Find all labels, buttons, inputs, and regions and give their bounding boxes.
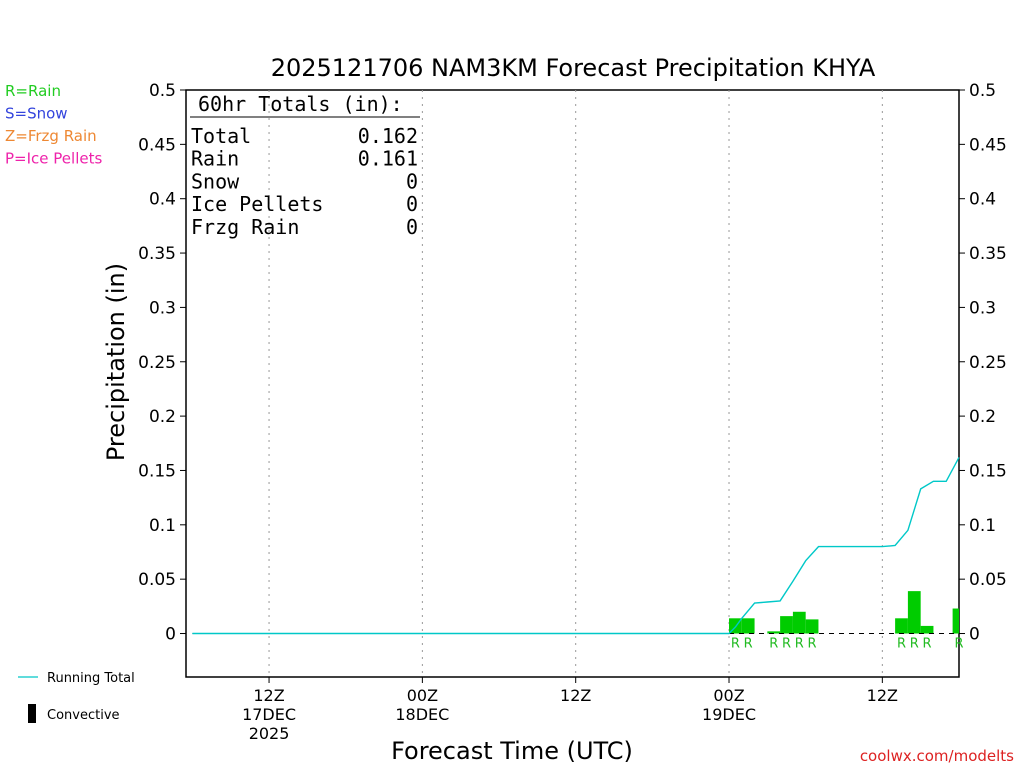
rain-bar [952, 608, 959, 634]
rain-bar [792, 611, 806, 634]
chart-title: 2025121706 NAM3KM Forecast Precipitation… [271, 54, 876, 82]
x-tick-label: 12Z [560, 686, 591, 705]
rain-bar [920, 625, 934, 634]
y-tick-label-left: 0.2 [149, 407, 176, 427]
watermark: coolwx.com/modelts [860, 747, 1014, 765]
x-tick-label: 00Z [713, 686, 744, 705]
y-tick-label-right: 0.15 [969, 461, 1007, 481]
y-tick-label-right: 0 [969, 625, 980, 645]
ptype-bar-label: R [731, 637, 740, 652]
y-tick-label-left: 0.05 [138, 570, 176, 590]
y-tick-label-left: 0.15 [138, 461, 176, 481]
ptype-bar-label: R [897, 637, 906, 652]
y-tick-label-right: 0.45 [969, 135, 1007, 155]
y-tick-label-left: 0.3 [149, 298, 176, 318]
ptype-bar-label: R [744, 637, 753, 652]
ptype-legend-item: P=Ice Pellets [5, 150, 102, 168]
x-tick-label: 12Z [253, 686, 284, 705]
y-tick-label-right: 0.2 [969, 407, 996, 427]
ptype-bar-label: R [782, 637, 791, 652]
rain-bar [895, 618, 908, 634]
totals-box: 60hr Totals (in): Total 0.162 Rain 0.161 Sno… [190, 92, 420, 239]
y-tick-label-left: 0.35 [138, 244, 176, 264]
rain-bar [805, 619, 819, 634]
y-axis-left: 0 0.05 0.1 0.15 0.2 0.25 0.3 0.35 0.4 0.45 0.5 [138, 81, 186, 645]
y-tick-label-right: 0.4 [969, 190, 996, 210]
ptype-legend-item: R=Rain [5, 82, 61, 100]
ptype-legend: R=Rain S=Snow Z=Frzg Rain P=Ice Pellets [5, 82, 102, 168]
totals-row-label: Snow [191, 169, 240, 193]
totals-row-label: Ice Pellets [191, 192, 323, 216]
grid-lines [268, 90, 883, 677]
totals-rows: Total 0.162 Rain 0.161 Snow 0 Ice Pellets 0 Frzg… [191, 124, 418, 239]
totals-heading: 60hr Totals (in): [198, 92, 403, 116]
totals-row-value: 0.161 [358, 147, 418, 171]
y-axis-right: 0 0.05 0.1 0.15 0.2 0.25 0.3 0.35 0.4 0.45 0.5 [959, 81, 1007, 645]
bottom-legend: Running Total Convective [18, 671, 135, 723]
y-tick-label-left: 0.25 [138, 353, 176, 373]
running-total-line [192, 457, 960, 635]
totals-row-label: Rain [191, 147, 239, 171]
y-tick-label-left: 0.45 [138, 135, 176, 155]
rain-bar [741, 618, 755, 634]
y-tick-label-right: 0.35 [969, 244, 1007, 264]
convective-legend-label: Convective [47, 708, 120, 723]
x-tick-label: 00Z [407, 686, 438, 705]
running-total-legend-label: Running Total [47, 671, 135, 686]
y-axis-label: Precipitation (in) [102, 263, 130, 461]
x-axis-label: Forecast Time (UTC) [391, 737, 633, 765]
y-tick-label-right: 0.05 [969, 570, 1007, 590]
ptype-legend-item: S=Snow [5, 105, 68, 123]
ptype-bar-label: R [769, 637, 778, 652]
totals-row-value: 0 [406, 169, 418, 193]
ptype-legend-item: Z=Frzg Rain [5, 127, 97, 145]
y-tick-label-left: 0.1 [149, 516, 176, 536]
y-tick-label-left: 0.4 [149, 190, 176, 210]
ptype-bar-label: R [923, 637, 932, 652]
totals-row-label: Total [191, 124, 251, 148]
y-tick-label-left: 0.5 [149, 81, 176, 101]
plot-frame [185, 89, 960, 678]
y-tick-label-right: 0.5 [969, 81, 996, 101]
totals-row-value: 0 [406, 215, 418, 239]
rain-bar [907, 591, 921, 634]
ptype-bar-label: R [910, 637, 919, 652]
x-tick-date: 18DEC [395, 705, 449, 724]
y-tick-label-right: 0.1 [969, 516, 996, 536]
totals-row-value: 0 [406, 192, 418, 216]
x-tick-year: 2025 [249, 724, 290, 743]
ptype-bar-label: R [808, 637, 817, 652]
x-tick-date: 19DEC [702, 705, 756, 724]
totals-row-label: Frzg Rain [191, 215, 299, 239]
convective-legend-swatch [28, 704, 36, 723]
rain-bar [780, 616, 793, 634]
totals-row-value: 0.162 [358, 124, 418, 148]
y-tick-label-left: 0 [165, 625, 176, 645]
running-total-series [192, 457, 960, 635]
rain-bar [767, 631, 781, 634]
y-tick-label-right: 0.3 [969, 298, 996, 318]
ptype-bar-label: R [795, 637, 804, 652]
y-tick-label-right: 0.25 [969, 353, 1007, 373]
x-tick-date: 17DEC [242, 705, 296, 724]
x-tick-label: 12Z [867, 686, 898, 705]
ptype-bar-label: R [954, 637, 963, 652]
